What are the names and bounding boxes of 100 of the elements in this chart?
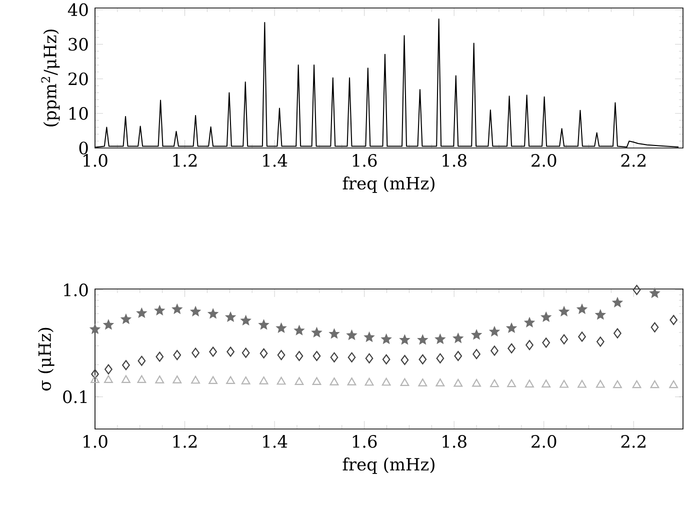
point bbox=[208, 308, 218, 318]
point bbox=[330, 377, 339, 386]
point bbox=[226, 346, 234, 357]
point bbox=[241, 376, 250, 384]
point bbox=[613, 380, 622, 388]
point bbox=[490, 346, 498, 356]
point bbox=[436, 378, 445, 386]
point bbox=[541, 312, 551, 322]
point bbox=[578, 380, 586, 388]
point bbox=[454, 378, 463, 387]
x-tick-label: 1.8 bbox=[442, 154, 466, 167]
point bbox=[472, 378, 481, 387]
point bbox=[560, 334, 568, 344]
point bbox=[400, 354, 409, 366]
point bbox=[259, 376, 268, 384]
point bbox=[190, 306, 200, 316]
point bbox=[155, 375, 164, 384]
x-tick-label: 1.0 bbox=[84, 435, 108, 448]
point bbox=[277, 350, 286, 360]
y-tick-label: 0.1 bbox=[63, 390, 87, 404]
point bbox=[364, 378, 374, 386]
x-tick-label: 1.4 bbox=[263, 435, 288, 448]
x-tick-label: 2.0 bbox=[532, 154, 556, 167]
point bbox=[454, 350, 462, 362]
y-tick-label: 0 bbox=[79, 142, 88, 154]
point bbox=[347, 377, 356, 386]
point bbox=[435, 334, 446, 344]
point bbox=[173, 350, 182, 360]
x-tick-label: 2.2 bbox=[621, 154, 646, 167]
point bbox=[650, 380, 660, 388]
point bbox=[632, 380, 642, 388]
point bbox=[560, 380, 569, 388]
point bbox=[312, 328, 322, 337]
point bbox=[507, 379, 516, 388]
point bbox=[295, 350, 304, 362]
point bbox=[436, 353, 444, 364]
point bbox=[172, 304, 182, 314]
point bbox=[122, 360, 130, 370]
point bbox=[382, 378, 391, 386]
point bbox=[137, 375, 146, 384]
point bbox=[294, 326, 304, 335]
x-tick-label: 1.0 bbox=[84, 154, 108, 167]
point bbox=[418, 378, 428, 386]
point bbox=[240, 316, 251, 325]
point bbox=[209, 346, 217, 357]
point bbox=[260, 348, 268, 358]
point bbox=[542, 380, 551, 388]
point bbox=[596, 310, 606, 320]
point bbox=[312, 350, 321, 362]
point bbox=[508, 343, 516, 354]
y-axis-title: (ppm$^{2}$/μHz) bbox=[41, 30, 60, 126]
point bbox=[577, 304, 587, 314]
point bbox=[472, 330, 482, 340]
point bbox=[650, 322, 659, 332]
point bbox=[191, 376, 200, 384]
point bbox=[506, 323, 516, 332]
point bbox=[330, 352, 338, 362]
point bbox=[418, 354, 427, 364]
point bbox=[525, 380, 534, 388]
point bbox=[156, 352, 164, 362]
y-tick-label: 20 bbox=[68, 72, 88, 86]
point bbox=[276, 376, 286, 385]
point bbox=[614, 328, 622, 338]
point bbox=[242, 348, 250, 358]
y-tick-label: 30 bbox=[68, 38, 88, 51]
point bbox=[294, 377, 304, 386]
point bbox=[418, 334, 428, 344]
point bbox=[136, 308, 147, 318]
x-axis-title: freq (mHz) bbox=[342, 458, 434, 474]
y-tick-label: 40 bbox=[68, 3, 88, 16]
point bbox=[348, 352, 356, 362]
y-axis-title: σ (μHz) bbox=[38, 328, 54, 391]
point bbox=[490, 379, 499, 388]
point bbox=[542, 338, 550, 348]
point bbox=[559, 306, 569, 316]
point bbox=[400, 378, 410, 386]
point bbox=[90, 375, 100, 384]
x-tick-label: 1.8 bbox=[442, 435, 466, 448]
point bbox=[669, 380, 678, 388]
point bbox=[208, 376, 218, 384]
point bbox=[346, 330, 357, 340]
point bbox=[596, 380, 605, 388]
point bbox=[453, 333, 463, 343]
x-tick-label: 2.2 bbox=[621, 435, 646, 448]
point bbox=[472, 349, 480, 360]
y-tick-label: 1.0 bbox=[64, 284, 88, 296]
point bbox=[650, 288, 660, 298]
point bbox=[226, 376, 236, 384]
x-tick-label: 1.2 bbox=[173, 435, 197, 448]
point bbox=[226, 312, 236, 322]
point bbox=[121, 314, 131, 324]
point bbox=[329, 328, 340, 338]
point bbox=[612, 298, 622, 307]
point bbox=[258, 320, 269, 330]
x-tick-label: 1.6 bbox=[352, 154, 377, 167]
point bbox=[578, 332, 586, 342]
point bbox=[400, 334, 410, 344]
point bbox=[192, 348, 200, 358]
point bbox=[91, 369, 99, 380]
point bbox=[382, 354, 390, 364]
